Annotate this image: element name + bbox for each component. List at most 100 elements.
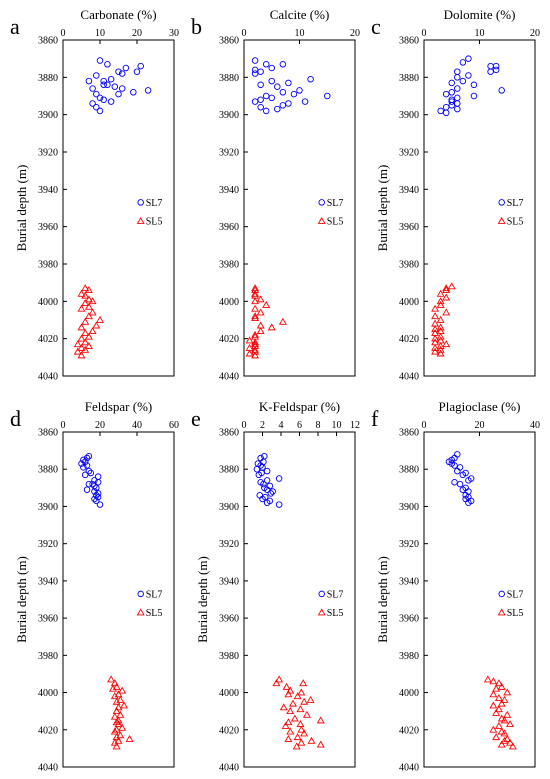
data-point-sl5 (278, 317, 287, 325)
data-point-sl5 (84, 295, 93, 303)
data-point-sl5 (292, 742, 301, 750)
data-point-sl5 (436, 342, 445, 349)
y-tick-label: 3920 (219, 148, 239, 159)
data-point-sl7 (307, 75, 314, 83)
data-point-sl5 (114, 720, 123, 728)
x-tick-label: 8 (316, 420, 321, 431)
data-point-sl5 (77, 289, 86, 297)
y-tick-label: 3900 (38, 110, 58, 121)
data-point-sl7 (465, 55, 472, 62)
legend-marker-sl5 (136, 216, 145, 224)
y-tick-label: 3940 (399, 185, 419, 196)
data-point-sl5 (112, 682, 121, 690)
data-point-sl5 (436, 300, 445, 308)
panel-d: d Feldspar (%) 0 20 40 60 3860 3880 3900 3920 3940… (10, 399, 179, 774)
data-point-sl5 (251, 297, 260, 305)
y-tick-label: 3960 (38, 222, 58, 233)
data-point-sl5 (110, 712, 119, 720)
data-point-sl5 (503, 734, 512, 742)
panel-b: b Calcite (%) 0 10 20 3860 3880 3900 3920 3940 396… (191, 7, 360, 383)
data-point-sl5 (494, 679, 503, 687)
data-point-sl5 (110, 738, 119, 746)
data-point-sl7 (465, 488, 472, 495)
data-point-sl7 (448, 98, 456, 105)
data-point-sl5 (500, 736, 509, 744)
y-tick-label: 3940 (219, 185, 239, 196)
data-point-sl7 (301, 98, 309, 105)
data-point-sl5 (500, 716, 509, 724)
data-point-sl5 (112, 707, 121, 715)
series-sl5 (107, 675, 134, 750)
series-sl7 (437, 55, 505, 117)
y-tick-label: 3940 (38, 185, 58, 196)
data-point-sl5 (116, 731, 125, 739)
panel-title: Carbonate (%) (80, 7, 156, 22)
data-point-sl7 (253, 465, 261, 473)
data-point-sl5 (447, 282, 456, 290)
data-point-sl7 (81, 458, 89, 466)
data-point-sl7 (324, 92, 331, 100)
data-point-sl7 (251, 57, 259, 64)
data-point-sl5 (442, 293, 451, 301)
legend-label-sl7: SL7 (507, 589, 524, 600)
data-point-sl5 (436, 315, 445, 323)
data-point-sl5 (442, 284, 451, 292)
data-point-sl7 (275, 501, 283, 508)
legend: SL7 SL5 (497, 589, 524, 619)
data-point-sl5 (81, 345, 90, 353)
data-point-sl7 (465, 72, 472, 79)
data-point-sl5 (77, 343, 86, 351)
data-point-sl7 (85, 77, 93, 85)
data-point-sl7 (251, 98, 259, 105)
data-point-sl5 (503, 688, 512, 696)
y-tick-label: 4040 (219, 372, 239, 383)
data-point-sl7 (85, 452, 93, 460)
data-point-sl5 (73, 347, 82, 355)
data-point-sl7 (96, 107, 104, 115)
data-point-sl7 (266, 482, 274, 490)
series-sl5 (483, 675, 517, 750)
y-tick-label: 3980 (38, 651, 58, 662)
legend-marker-sl7 (318, 590, 325, 598)
legend-label-sl7: SL7 (146, 198, 163, 209)
legend: SL7 SL5 (136, 589, 162, 619)
panel-title: Calcite (%) (270, 7, 330, 22)
data-point-sl7 (81, 471, 89, 479)
data-point-sl7 (268, 77, 276, 85)
data-point-sl7 (285, 79, 292, 87)
data-point-sl7 (130, 89, 137, 96)
data-point-sl5 (316, 716, 325, 724)
data-point-sl5 (112, 733, 121, 741)
data-point-sl5 (284, 690, 293, 698)
y-tick-label: 3880 (399, 73, 419, 84)
x-tick-label: 2 (260, 420, 265, 431)
data-point-sl5 (96, 315, 104, 323)
data-point-sl5 (77, 323, 86, 331)
y-axis-label: Burial depth (m) (375, 165, 390, 252)
y-tick-label: 4000 (219, 297, 239, 308)
data-point-sl7 (274, 105, 281, 113)
x-tick-label: 10 (295, 28, 305, 39)
y-tick-label: 4040 (38, 372, 58, 383)
data-point-sl7 (454, 74, 461, 81)
data-point-sl5 (88, 297, 97, 305)
legend-label-sl7: SL7 (507, 198, 524, 209)
series-sl7 (78, 452, 104, 508)
data-point-sl5 (497, 740, 506, 748)
y-tick-label: 3860 (219, 428, 239, 439)
y-tick-label: 3900 (399, 110, 419, 121)
y-tick-label: 3860 (219, 36, 239, 47)
legend-label-sl5: SL5 (327, 608, 344, 619)
data-point-sl5 (500, 695, 509, 703)
legend-marker-sl5 (136, 608, 145, 616)
data-point-sl7 (93, 497, 100, 505)
data-point-sl5 (297, 688, 306, 696)
data-point-sl5 (84, 302, 93, 310)
y-tick-label: 3920 (38, 148, 58, 159)
y-tick-label: 3880 (219, 465, 239, 476)
data-point-sl7 (448, 102, 456, 109)
panel-letter: c (371, 14, 381, 39)
data-point-sl5 (503, 710, 512, 718)
y-tick-label: 3980 (399, 260, 419, 271)
data-point-sl7 (285, 100, 292, 107)
